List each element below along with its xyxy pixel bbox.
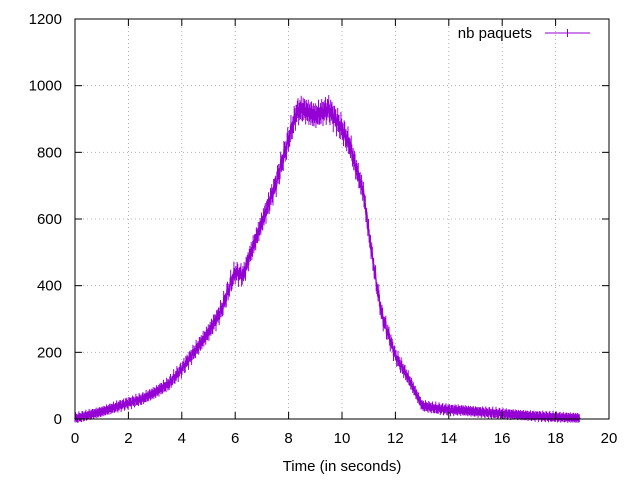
data-point xyxy=(247,258,250,260)
y-tick-label: 400 xyxy=(37,278,62,295)
legend: nb paquets xyxy=(458,25,590,42)
data-point xyxy=(474,410,477,413)
data-point xyxy=(448,408,450,411)
data-point xyxy=(215,318,218,320)
data-point xyxy=(314,114,317,117)
x-tick-label: 4 xyxy=(178,430,186,447)
data-point xyxy=(301,108,303,110)
data-point xyxy=(181,368,183,370)
y-tick-label: 1000 xyxy=(29,78,62,95)
data-point xyxy=(354,164,357,167)
x-tick-label: 16 xyxy=(494,430,511,447)
data-point xyxy=(242,274,245,277)
axis-ticks xyxy=(74,18,610,420)
data-point xyxy=(341,128,343,130)
data-point xyxy=(407,378,410,380)
grid-lines xyxy=(75,19,609,419)
x-tick-label: 12 xyxy=(387,430,404,447)
y-tick-label: 600 xyxy=(37,211,62,228)
data-point xyxy=(127,402,130,404)
data-point xyxy=(362,191,365,194)
y-tick-label: 0 xyxy=(54,411,62,428)
x-tick-label: 10 xyxy=(334,430,351,447)
data-point xyxy=(194,349,196,352)
x-tick-label: 18 xyxy=(547,430,564,447)
data-point xyxy=(394,354,397,357)
data-point xyxy=(381,314,383,317)
x-tick-label: 6 xyxy=(231,430,239,447)
data-point xyxy=(461,409,463,412)
data-point xyxy=(167,383,170,385)
x-tick-label: 20 xyxy=(601,430,618,447)
data-point xyxy=(87,414,90,416)
data-point xyxy=(287,138,290,140)
data-point xyxy=(140,398,143,400)
data-point xyxy=(295,111,298,114)
data-point xyxy=(100,410,103,413)
data-point xyxy=(234,271,236,274)
data-point xyxy=(207,331,210,334)
x-axis-title: Time (in seconds) xyxy=(283,458,402,475)
data-point xyxy=(261,221,263,224)
data-point xyxy=(367,231,370,234)
x-tick-label: 14 xyxy=(440,430,457,447)
series-nb-paquets xyxy=(74,95,581,423)
y-tick-label: 800 xyxy=(37,144,62,161)
x-tick-label: 2 xyxy=(124,430,132,447)
data-point xyxy=(528,414,530,417)
x-tick-labels: 0 2 4 6 8 10 12 14 16 18 20 xyxy=(71,430,618,447)
data-point xyxy=(327,108,330,110)
y-tick-label: 1200 xyxy=(29,11,62,28)
data-point xyxy=(274,184,277,187)
data-point xyxy=(421,404,423,407)
legend-label: nb paquets xyxy=(458,25,532,42)
data-point xyxy=(578,417,581,419)
data-point xyxy=(349,144,351,147)
y-tick-label: 200 xyxy=(37,344,62,361)
data-point xyxy=(154,391,156,394)
data-point xyxy=(434,407,437,410)
x-tick-label: 8 xyxy=(284,430,292,447)
data-point xyxy=(229,284,231,287)
x-tick-label: 0 xyxy=(71,430,79,447)
data-point xyxy=(221,308,223,310)
data-point xyxy=(114,406,116,409)
data-point xyxy=(375,284,378,287)
y-tick-labels: 0 200 400 600 800 1000 1200 xyxy=(29,11,62,428)
